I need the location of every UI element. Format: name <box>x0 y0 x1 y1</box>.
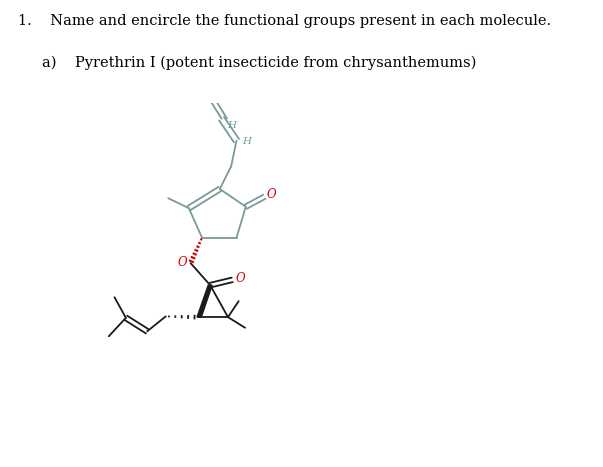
Polygon shape <box>197 285 212 317</box>
Text: H: H <box>227 120 236 130</box>
Text: 1.    Name and encircle the functional groups present in each molecule.: 1. Name and encircle the functional grou… <box>18 14 551 28</box>
Text: O: O <box>267 188 276 201</box>
Text: a)    Pyrethrin I (potent insecticide from chrysanthemums): a) Pyrethrin I (potent insecticide from … <box>42 56 476 71</box>
Text: O: O <box>235 272 245 284</box>
Text: H: H <box>242 137 251 146</box>
Text: O: O <box>178 255 188 269</box>
